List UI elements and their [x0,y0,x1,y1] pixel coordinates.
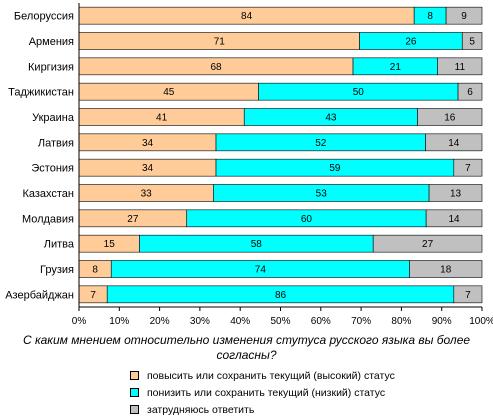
category-label: Киргизия [28,61,74,73]
bar-value-label: 13 [450,189,462,200]
bar-value-label: 45 [163,87,175,98]
chart-title: С каким мнением относительно изменения с… [22,333,471,362]
bar-value-label: 84 [241,11,253,22]
bar-value-label: 8 [92,265,98,276]
bar-value-label: 15 [104,239,116,250]
bar-value-label: 86 [275,290,287,301]
bar-value-label: 74 [255,265,267,276]
category-label: Литва [44,239,75,251]
bar-value-label: 14 [449,214,461,225]
x-tick-label: 70% [351,316,371,327]
x-tick-label: 60% [311,316,331,327]
x-tick-label: 100% [469,316,493,327]
bar-value-label: 21 [390,62,402,73]
category-label: Молдавия [22,213,74,225]
legend-item: затрудняюсь ответить [130,401,395,418]
category-label: Казахстан [22,188,74,200]
bar-value-label: 52 [315,138,327,149]
bar-value-label: 34 [142,138,154,149]
bar-value-label: 6 [467,87,473,98]
bar-value-label: 11 [455,62,466,73]
bar-value-label: 71 [214,37,226,48]
category-label: Таджикистан [8,87,74,99]
x-tick-label: 30% [190,316,210,327]
bar-value-label: 16 [444,113,456,124]
bar-value-label: 7 [465,163,471,174]
bar-value-label: 50 [353,87,365,98]
category-label: Белоруссия [14,11,74,23]
bar-value-label: 41 [156,113,168,124]
bar-value-label: 43 [325,113,337,124]
x-tick-label: 80% [391,316,411,327]
x-tick-label: 20% [150,316,170,327]
bar-segment [409,260,483,278]
bar-segment [445,6,483,25]
legend-swatch [130,405,139,414]
bar-segment [425,209,483,228]
bar-value-label: 5 [469,37,475,48]
legend-item: повысить или сохранить текущий (высокий)… [130,367,395,384]
bar-value-label: 59 [329,163,341,174]
bar-value-label: 34 [142,163,154,174]
x-tick-label: 0% [72,316,87,327]
bar-segment [425,133,483,152]
bar-segment [437,57,483,76]
bar-segment [453,285,483,304]
bar-segment [453,158,483,177]
bar-value-label: 18 [440,265,452,276]
legend-item: понизить или сохранить текущий (низкий) … [130,384,395,401]
bar-segment [417,108,483,126]
bar-value-label: 9 [461,11,467,22]
x-tick-label: 90% [432,316,452,327]
category-label: Грузия [40,264,74,276]
bar-value-label: 60 [301,214,313,225]
bar-value-label: 53 [316,189,328,200]
legend: повысить или сохранить текущий (высокий)… [130,367,395,418]
bar-segment [461,32,483,50]
category-label: Украина [32,112,75,124]
bar-value-label: 58 [251,239,263,250]
bar-segment [457,82,483,101]
bar-value-label: 14 [448,138,460,149]
category-label: Армения [29,36,74,48]
bar-value-label: 33 [141,189,153,200]
legend-label: повысить или сохранить текущий (высокий)… [147,369,395,382]
bar-segment [372,234,483,253]
x-tick-label: 40% [230,316,250,327]
bar-value-label: 68 [210,62,222,73]
bar-segment [428,184,483,202]
category-label: Латвия [38,137,74,149]
category-label: Эстония [31,163,74,175]
legend-label: понизить или сохранить текущий (низкий) … [147,386,386,399]
bar-value-label: 27 [422,239,434,250]
x-tick-label: 10% [109,316,129,327]
bar-value-label: 26 [405,37,417,48]
bar-value-label: 27 [127,214,139,225]
category-label: Азербайджан [5,289,74,301]
bar-value-label: 7 [90,290,96,301]
bar-value-label: 8 [427,11,433,22]
legend-label: затрудняюсь ответить [147,403,255,416]
x-tick-label: 50% [270,316,290,327]
bar-value-label: 7 [465,290,471,301]
legend-swatch [130,371,139,380]
legend-swatch [130,388,139,397]
